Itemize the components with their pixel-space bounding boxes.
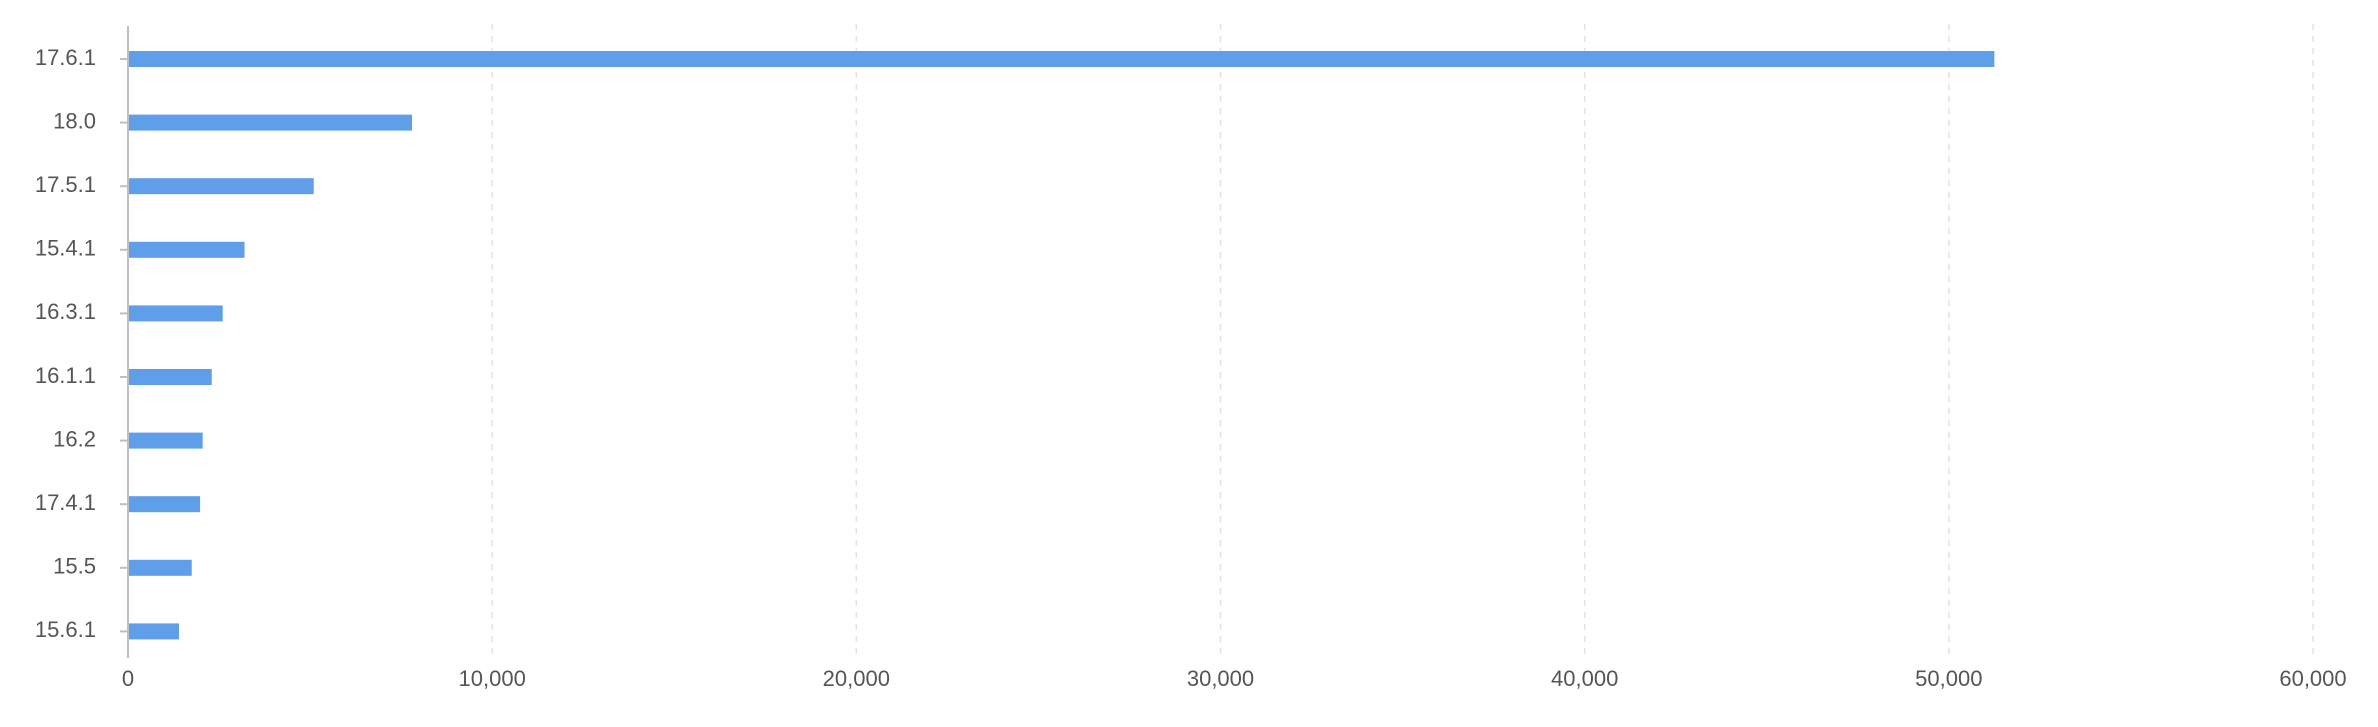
y-tick-label: 16.3.1 [35,299,96,324]
x-tick-label: 60,000 [2279,666,2346,691]
x-tick-label: 10,000 [459,666,526,691]
bar-18-0 [128,114,413,131]
y-tick-label: 16.1.1 [35,363,96,388]
x-tick-label: 40,000 [1551,666,1618,691]
y-tick-label: 17.5.1 [35,172,96,197]
x-tick-label: 0 [122,666,134,691]
bar-15-6-1 [128,623,179,640]
y-tick-label: 15.6.1 [35,617,96,642]
y-tick-label: 15.4.1 [35,236,96,261]
axes [120,26,129,658]
bar-16-3-1 [128,305,223,322]
x-tick-label: 20,000 [823,666,890,691]
bar-15-5 [128,559,192,576]
x-tick-label: 30,000 [1187,666,1254,691]
bar-16-1-1 [128,369,212,385]
bar-17-6-1 [128,51,1995,67]
tick-labels: 17.6.1 18.0 17.5.1 15.4.1 16.3.1 16.1.1 16.2 17… [35,45,2347,691]
y-tick-label: 17.4.1 [35,490,96,515]
bar-17-5-1 [128,178,314,195]
x-tick-label: 50,000 [1915,666,1982,691]
y-tick-label: 15.5 [53,554,96,579]
bar-15-4-1 [128,241,245,258]
y-tick-label: 16.2 [53,426,96,451]
y-tick-label: 18.0 [53,108,96,133]
bar-17-4-1 [128,496,201,513]
bar-16-2 [128,432,203,449]
y-tick-label: 17.6.1 [35,45,96,70]
bars [128,51,1995,640]
grid-lines [491,24,2314,658]
